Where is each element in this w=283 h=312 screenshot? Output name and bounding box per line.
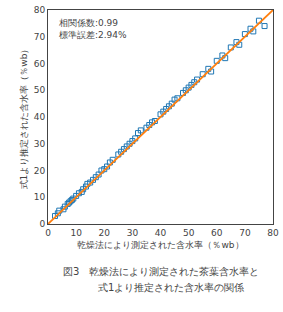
svg-text:0: 0 xyxy=(39,219,45,229)
svg-text:60: 60 xyxy=(34,59,46,69)
svg-text:相関係数:0.99標準誤差:2.94%: 相関係数:0.99標準誤差:2.94% xyxy=(59,18,127,40)
svg-text:式1より推定された含水率の関係: 式1より推定された含水率の関係 xyxy=(78,282,244,293)
svg-text:60: 60 xyxy=(211,228,223,238)
svg-text:80: 80 xyxy=(34,5,46,15)
svg-text:70: 70 xyxy=(34,32,46,42)
svg-text:10: 10 xyxy=(70,228,82,238)
svg-text:80: 80 xyxy=(267,228,279,238)
svg-text:30: 30 xyxy=(34,139,46,149)
svg-text:50: 50 xyxy=(183,228,195,238)
svg-text:10: 10 xyxy=(34,192,46,202)
svg-text:乾燥法により測定された含水率（％wb）: 乾燥法により測定された含水率（％wb） xyxy=(77,240,243,250)
svg-text:20: 20 xyxy=(99,228,111,238)
svg-text:70: 70 xyxy=(239,228,251,238)
svg-text:30: 30 xyxy=(127,228,139,238)
svg-text:式1より推定された含水率（％wb）: 式1より推定された含水率（％wb） xyxy=(19,45,29,190)
svg-text:50: 50 xyxy=(34,85,46,95)
svg-text:0: 0 xyxy=(45,228,51,238)
svg-text:20: 20 xyxy=(34,166,46,176)
svg-text:40: 40 xyxy=(34,112,46,122)
svg-text:図3 乾燥法により測定された茶葉含水率と: 図3 乾燥法により測定された茶葉含水率と xyxy=(63,266,259,277)
svg-text:40: 40 xyxy=(155,228,167,238)
